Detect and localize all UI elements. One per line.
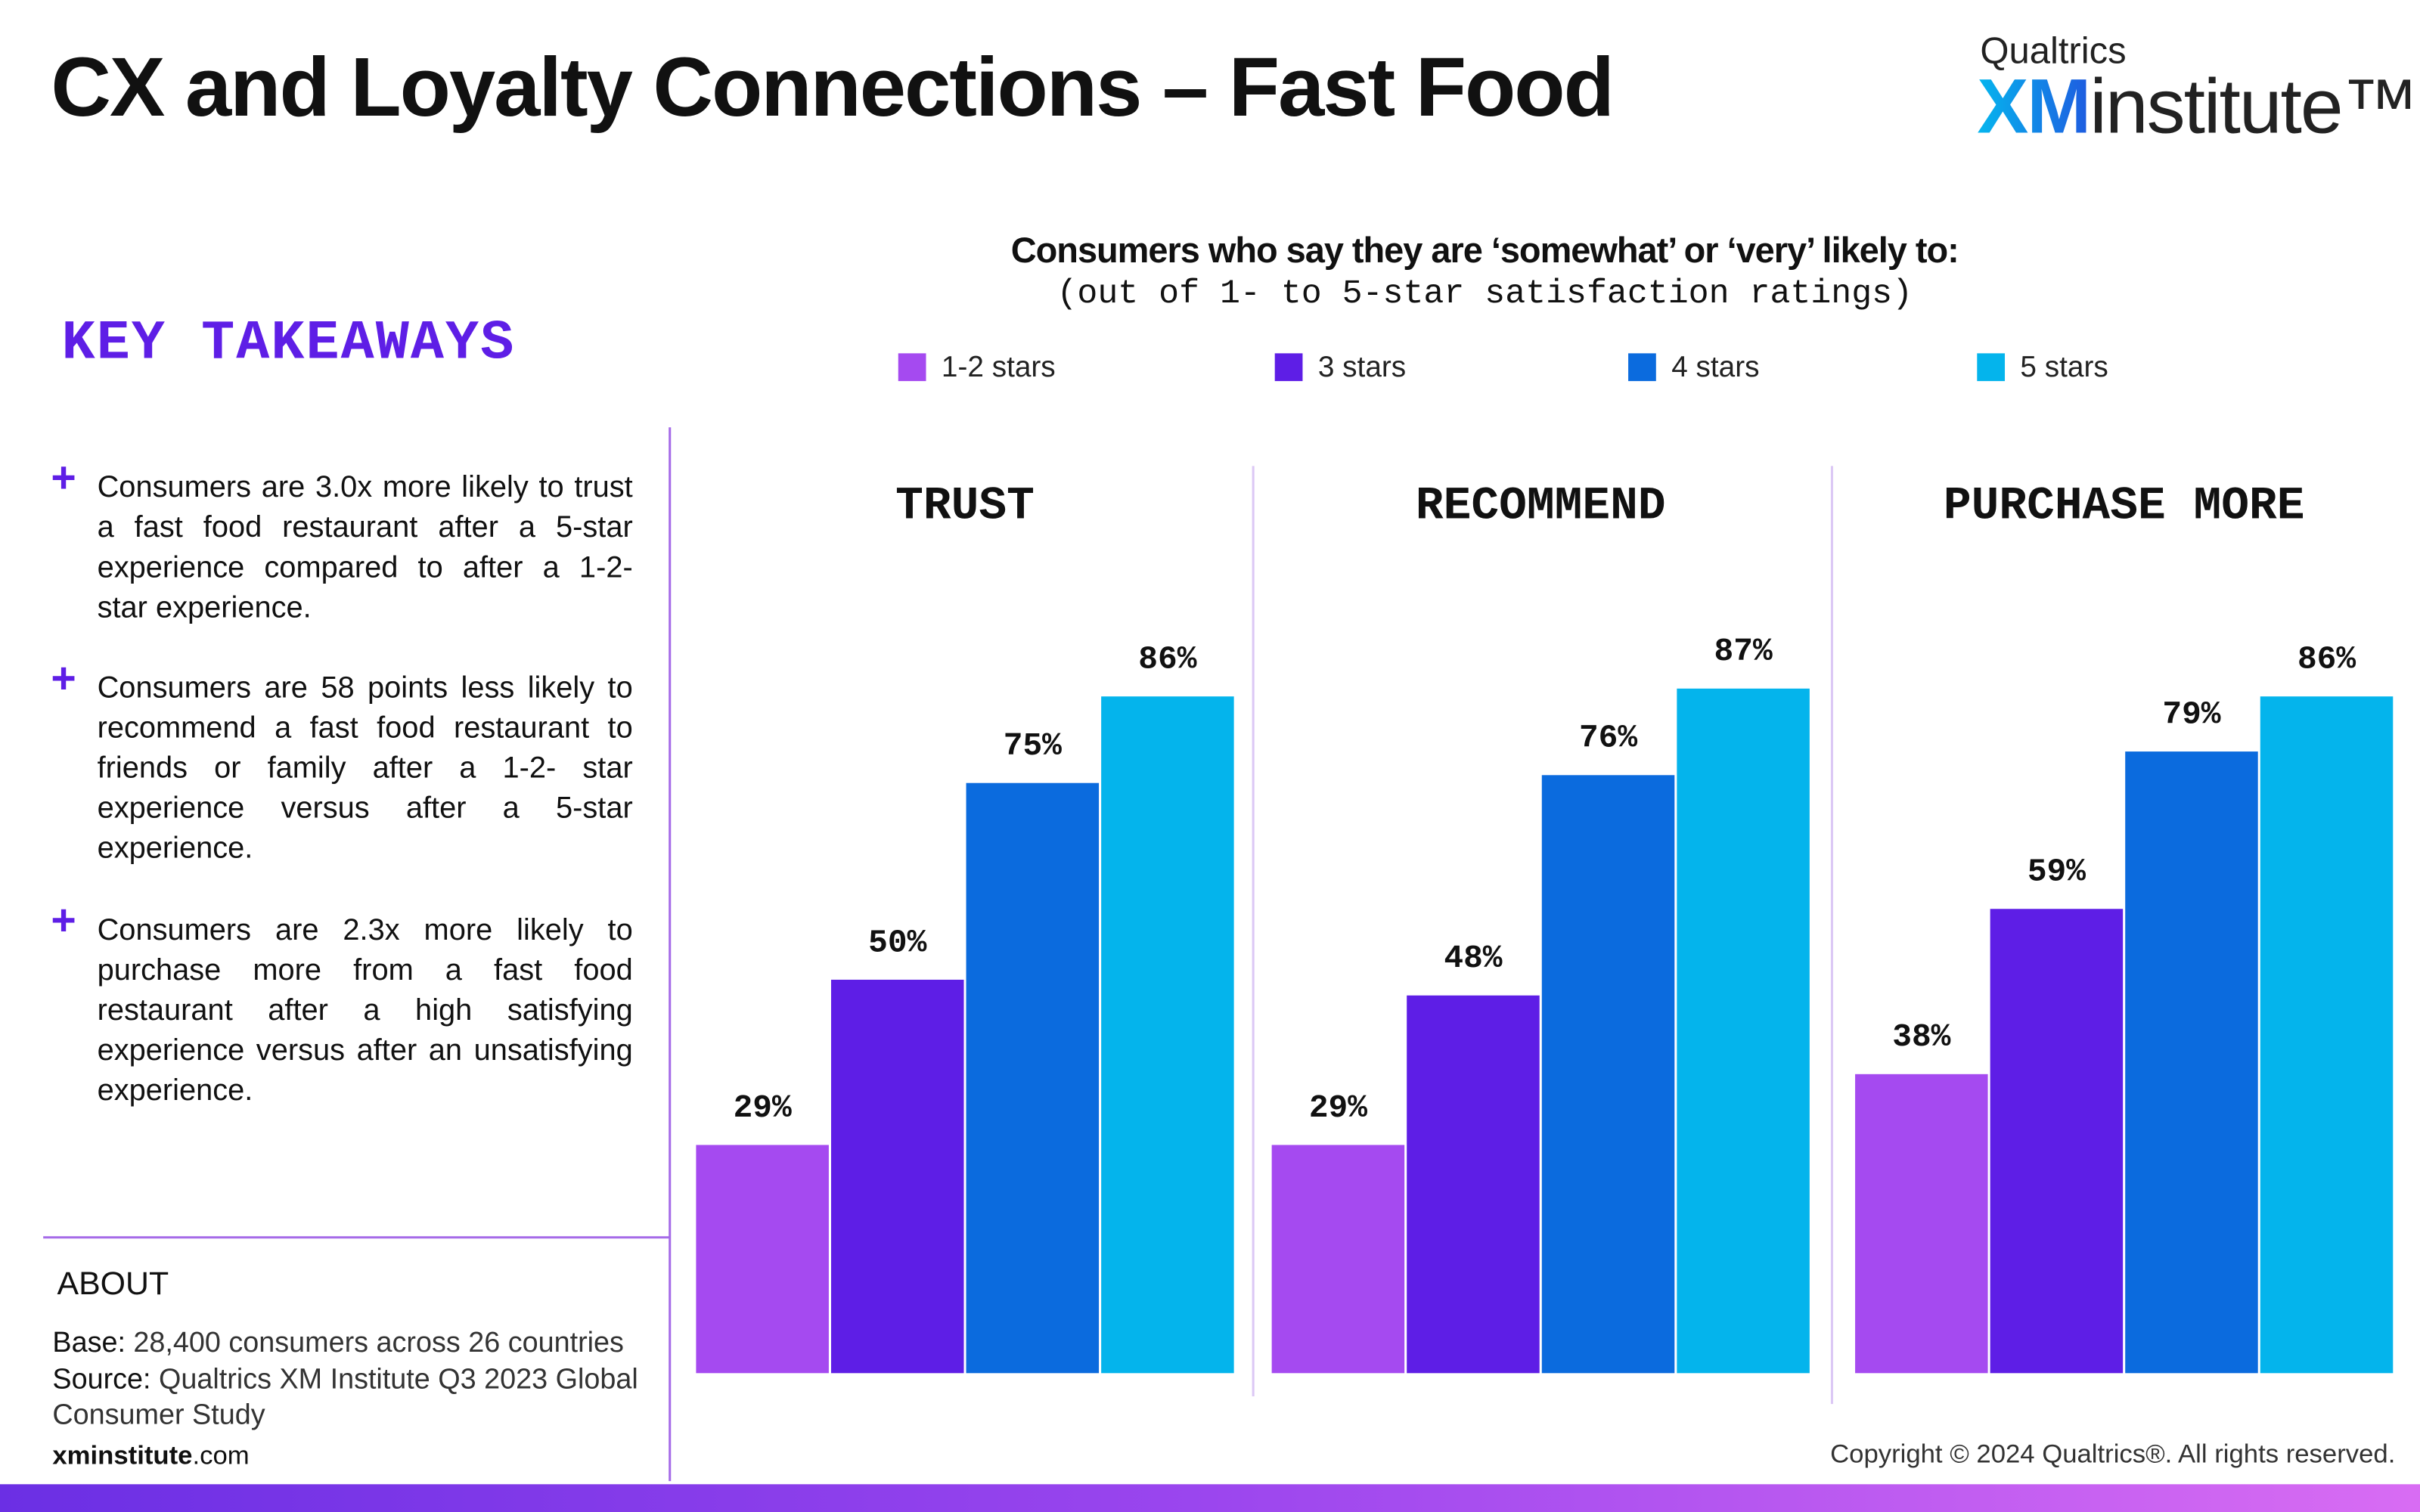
bar	[1271, 1145, 1405, 1374]
takeaways-heading: KEY TAKEAWAYS	[61, 311, 516, 375]
chart-title: TRUST	[895, 481, 1035, 533]
label: Base:	[52, 1325, 126, 1358]
data-label: 59%	[2028, 854, 2086, 891]
footer-bar	[0, 1484, 2420, 1512]
chart-title: RECOMMEND	[1416, 481, 1666, 533]
legend-swatch	[1274, 353, 1303, 382]
legend-swatch	[1628, 353, 1656, 382]
takeaway-text: Consumers are 2.3x more likely to purcha…	[97, 913, 633, 1108]
legend-swatch	[898, 353, 926, 382]
about-heading: ABOUT	[57, 1266, 169, 1303]
takeaway: + Consumers are 3.0x more likely to trust…	[51, 456, 633, 627]
bar	[1407, 995, 1540, 1374]
legend-label: 5 stars	[2020, 351, 2108, 383]
about-text: Base: 28,400 consumers across 26 countri…	[52, 1324, 669, 1433]
logo-xm: XM	[1977, 63, 2091, 150]
data-label: 79%	[2162, 696, 2220, 733]
copyright: Copyright © 2024 Qualtrics®. All rights …	[1830, 1439, 2396, 1469]
data-label: 29%	[734, 1089, 792, 1126]
bullet-icon: +	[51, 896, 76, 944]
bullet-icon: +	[51, 453, 76, 502]
text: 28,400 consumers across 26 countries	[133, 1325, 624, 1358]
takeaway: + Consumers are 2.3x more likely to purch…	[51, 899, 633, 1111]
title: CX and Loyalty Connections – Fast Food	[51, 42, 1615, 135]
data-label: 76%	[1579, 720, 1637, 757]
data-label: 29%	[1309, 1089, 1367, 1126]
data-label: 38%	[1892, 1018, 1950, 1055]
data-label: 87%	[1714, 633, 1773, 670]
logo-text: Qualtrics	[1980, 30, 2127, 73]
bar	[1677, 688, 1810, 1374]
text: xminstitute	[52, 1441, 193, 1470]
legend-label: 4 stars	[1671, 351, 1759, 383]
legend-label: 1-2 stars	[942, 351, 1056, 383]
chart-title: PURCHASE MORE	[1944, 481, 2305, 533]
subtitle-note: (out of 1- to 5-star satisfaction rating…	[1056, 274, 1913, 314]
data-label: 48%	[1444, 940, 1502, 977]
legend-swatch	[1977, 353, 2006, 382]
takeaway-text: Consumers are 58 points less likely to r…	[97, 671, 633, 866]
bar	[1855, 1074, 1988, 1374]
bar	[2125, 751, 2258, 1374]
bullet-icon: +	[51, 654, 76, 702]
logo: XMinstitute™	[1977, 62, 2418, 151]
text: .com	[192, 1441, 250, 1470]
logo-text: institute™	[2090, 63, 2418, 150]
bar	[966, 782, 1100, 1374]
bar	[1541, 775, 1675, 1374]
data-label: 86%	[2297, 641, 2356, 678]
subtitle: Consumers who say they are ‘somewhat’ or…	[1010, 230, 1959, 271]
bar	[2260, 696, 2394, 1374]
bar	[1990, 909, 2124, 1374]
takeaway-text: Consumers are 3.0x more likely to trust …	[97, 470, 633, 625]
bar	[696, 1145, 829, 1374]
takeaway: + Consumers are 58 points less likely to …	[51, 656, 633, 869]
text: Qualtrics XM Institute Q3 2023 Global Co…	[52, 1362, 638, 1430]
data-label: 50%	[868, 924, 926, 961]
legend-label: 3 stars	[1318, 351, 1406, 383]
bar	[1101, 696, 1234, 1374]
data-label: 86%	[1138, 641, 1196, 678]
website: xminstitute.com	[52, 1441, 249, 1472]
bar	[830, 979, 964, 1374]
data-label: 75%	[1004, 727, 1062, 764]
label: Source:	[52, 1362, 151, 1394]
